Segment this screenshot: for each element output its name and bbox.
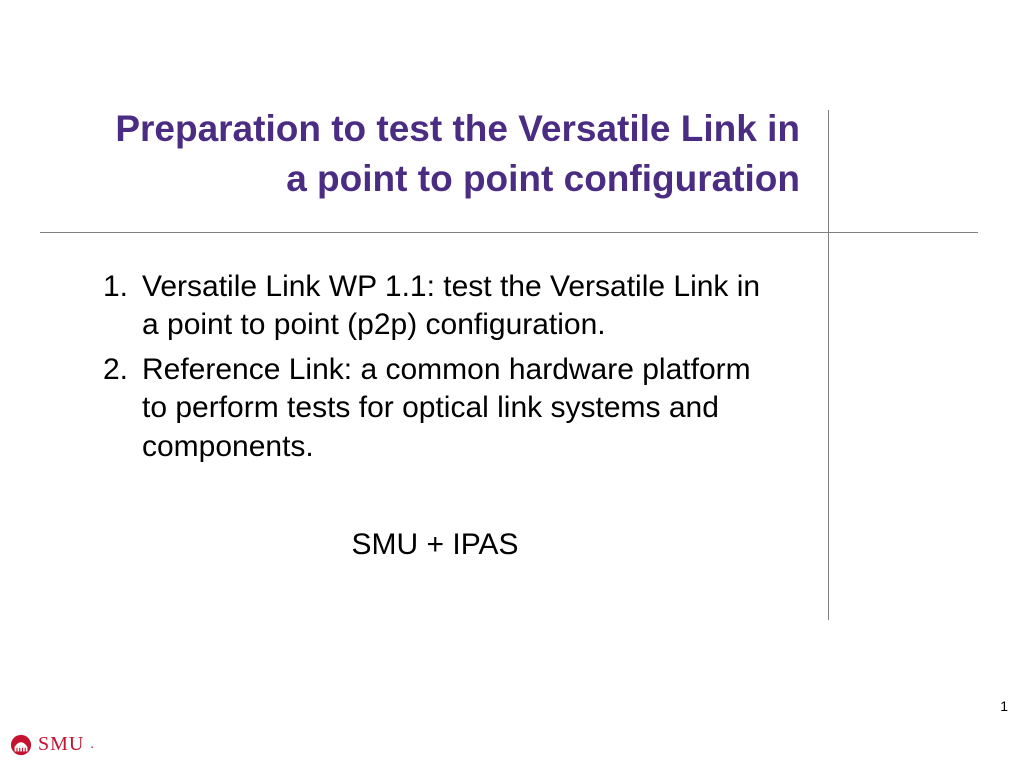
slide-body: 1. Versatile Link WP 1.1: test the Versa… <box>90 268 780 564</box>
body-footer-line: SMU + IPAS <box>90 526 780 564</box>
list-item: 1. Versatile Link WP 1.1: test the Versa… <box>90 268 780 345</box>
vertical-divider <box>828 110 829 620</box>
slide-title: Preparation to test the Versatile Link i… <box>50 104 820 204</box>
title-line-1: Preparation to test the Versatile Link i… <box>115 108 800 149</box>
dome-icon <box>10 734 32 756</box>
list-number: 2. <box>90 351 142 466</box>
logo-text: SMU <box>38 733 84 756</box>
list-text: Versatile Link WP 1.1: test the Versatil… <box>142 268 780 345</box>
title-line-2: a point to point configuration <box>286 158 800 199</box>
list-item: 2. Reference Link: a common hardware pla… <box>90 351 780 466</box>
list-text: Reference Link: a common hardware platfo… <box>142 351 780 466</box>
list-number: 1. <box>90 268 142 345</box>
logo-period: . <box>90 737 95 753</box>
horizontal-divider <box>40 232 978 233</box>
page-number: 1 <box>1000 698 1008 714</box>
slide: Preparation to test the Versatile Link i… <box>0 0 1024 768</box>
smu-logo: SMU. <box>10 733 95 756</box>
